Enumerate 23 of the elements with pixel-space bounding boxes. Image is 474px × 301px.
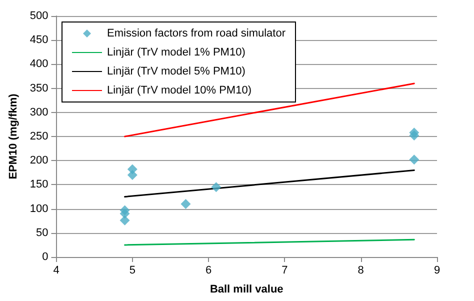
y-tick-label: 100 xyxy=(30,202,48,215)
y-tick-label: 200 xyxy=(30,154,48,167)
x-tick-label: 5 xyxy=(129,264,136,276)
legend-label: Linjär (TrV model 10% PM10) xyxy=(107,84,252,96)
y-tick-label: 350 xyxy=(30,82,48,94)
x-axis-title: Ball mill value xyxy=(210,284,284,296)
y-tick-label: 400 xyxy=(30,58,48,70)
x-tick-label: 9 xyxy=(434,264,440,276)
x-tick-label: 6 xyxy=(205,264,212,276)
legend-label: Linjär (TrV model 5% PM10) xyxy=(107,66,246,78)
y-tick-label: 150 xyxy=(30,178,48,191)
y-tick-label: 300 xyxy=(30,106,48,118)
y-axis-title: EPM10 (mg/fkm) xyxy=(8,93,20,180)
y-tick-label: 250 xyxy=(30,130,48,142)
legend-label: Emission factors from road simulator xyxy=(107,28,286,40)
x-tick-label: 4 xyxy=(53,264,60,276)
y-tick-label: 500 xyxy=(30,10,48,22)
legend-label: Linjär (TrV model 1% PM10) xyxy=(107,46,246,58)
y-tick-label: 0 xyxy=(42,251,48,263)
x-tick-label: 8 xyxy=(358,264,364,276)
y-tick-label: 50 xyxy=(36,226,48,239)
y-tick-label: 450 xyxy=(30,34,48,46)
x-tick-label: 7 xyxy=(282,264,288,276)
